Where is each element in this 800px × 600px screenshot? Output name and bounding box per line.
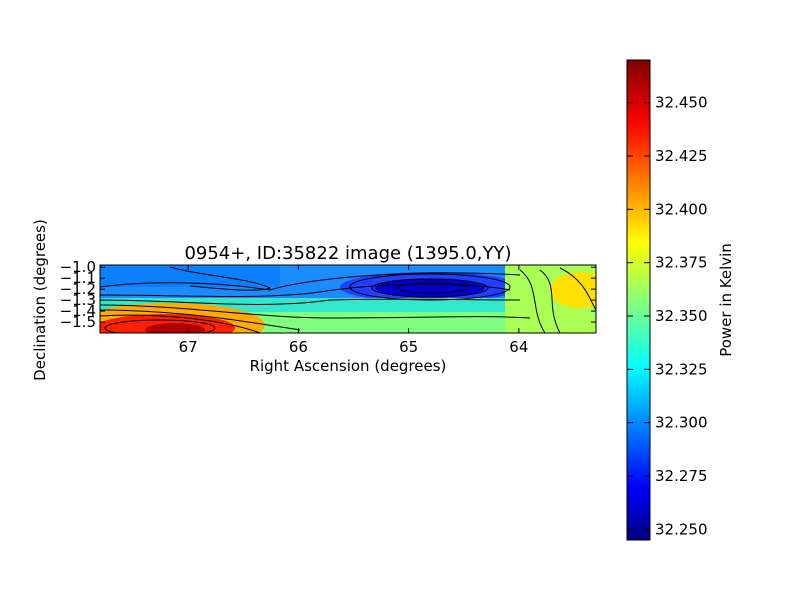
colorbar-tick-label: 32.400 [655,200,708,218]
y-tick-label: −1.1 [60,269,96,287]
colorbar-tick-label: 32.425 [655,147,708,165]
x-tick-label: 67 [179,338,198,356]
plot-frame [99,264,597,334]
heatmap-hot-core [145,323,205,333]
heatmap-cold-core [375,279,485,297]
x-axis: 67 66 65 64 [179,265,528,356]
colorbar: 32.250 32.275 32.300 32.325 32.350 32.375 32.4… [626,59,735,541]
x-tick-label: 66 [289,338,308,356]
colorbar-tick-label: 32.350 [655,307,708,325]
colorbar-gradient [626,59,651,541]
colorbar-label: Power in Kelvin [717,243,735,357]
y-tick-label: −1.4 [60,302,96,320]
x-tick-label: 64 [509,338,528,356]
chart-title: 0954+, ID:35822 image (1395.0,YY) [184,243,511,264]
y-axis-label: Declination (degrees) [31,219,49,381]
x-axis-label: Right Ascension (degrees) [250,357,447,375]
colorbar-ticks: 32.250 32.275 32.300 32.325 32.350 32.375 32.4… [627,94,708,538]
y-tick-label: −1.3 [60,291,96,309]
heatmap-warm-spot [550,272,596,308]
y-tick-label: −1.0 [60,258,96,276]
heatmap-plot: 67 66 65 64 −1.0−1.1−1.2−1.3−1.4−1.5 [60,258,597,356]
y-tick-label: −1.5 [60,313,96,331]
colorbar-tick-label: 32.250 [655,520,708,538]
contour-lines [100,266,596,333]
x-tick-label: 65 [399,338,418,356]
colorbar-tick-label: 32.300 [655,414,708,432]
colorbar-tick-label: 32.325 [655,360,708,378]
colorbar-tick-label: 32.375 [655,254,708,272]
y-tick-label: −1.2 [60,280,96,298]
colorbar-tick-label: 32.450 [655,94,708,112]
heatmap-upper-left [100,265,280,287]
y-axis: −1.0−1.1−1.2−1.3−1.4−1.5 [60,258,596,331]
colorbar-tick-label: 32.275 [655,467,708,485]
